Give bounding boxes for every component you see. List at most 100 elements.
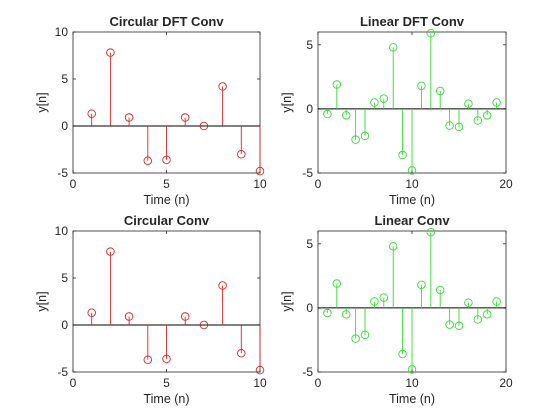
x-tick-label: 20 (499, 376, 513, 390)
stem-marker (106, 247, 115, 256)
stem-marker (255, 365, 265, 375)
stem-marker (445, 320, 454, 329)
y-tick-label: -5 (302, 166, 313, 180)
y-tick-label: 5 (61, 271, 68, 285)
stem-marker (332, 279, 342, 288)
x-tick-label: 0 (315, 177, 322, 191)
stem-marker (255, 166, 265, 176)
stem-marker (473, 315, 483, 324)
y-tick-label: 5 (306, 38, 313, 52)
stem-marker (445, 121, 454, 130)
stem-marker (454, 321, 464, 331)
x-tick-label: 10 (253, 177, 267, 191)
x-tick-label: 20 (499, 177, 513, 191)
x-axis-label: Time (n) (143, 392, 189, 406)
y-axis-label: y[n] (280, 92, 294, 112)
subplot-title: Linear Conv (374, 213, 450, 228)
stem-marker (341, 310, 351, 319)
y-tick-label: -5 (57, 166, 68, 180)
stem-marker (464, 99, 473, 109)
stem-marker (162, 354, 171, 364)
x-tick-label: 10 (253, 376, 267, 390)
stem-marker (435, 86, 445, 96)
y-tick-label: 0 (306, 301, 313, 315)
stem-marker (351, 135, 360, 144)
stem-marker (162, 155, 171, 165)
stem-marker (199, 121, 209, 131)
stem-marker (464, 298, 473, 308)
stem-marker (370, 98, 379, 107)
stem-marker (199, 320, 209, 330)
subplot-title: Circular DFT Conv (109, 14, 224, 29)
stem-marker (388, 242, 398, 251)
x-tick-label: 0 (315, 376, 322, 390)
stem-marker (492, 98, 501, 107)
stem-marker (417, 81, 426, 91)
stem-marker (482, 111, 492, 120)
stem-marker (417, 280, 426, 290)
x-axis-label: Time (n) (389, 392, 435, 406)
stem-marker (237, 348, 246, 358)
stem-marker (492, 297, 501, 306)
stem-marker (124, 113, 134, 122)
stem-marker (87, 308, 96, 318)
stem-marker (87, 109, 96, 119)
stem-marker (398, 150, 407, 160)
stem-marker (106, 48, 115, 57)
x-tick-label: 5 (163, 376, 170, 390)
stem-marker (180, 113, 190, 122)
subplot-title: Circular Conv (124, 213, 210, 228)
stem-marker (473, 116, 483, 125)
y-tick-label: 10 (55, 224, 69, 238)
y-tick-label: 5 (306, 237, 313, 251)
stem-marker (426, 29, 436, 38)
stem-marker (388, 43, 398, 52)
stem-marker (426, 228, 436, 237)
stem-marker (360, 330, 370, 340)
stem-marker (398, 349, 407, 359)
x-tick-label: 0 (70, 376, 77, 390)
x-tick-label: 10 (405, 376, 419, 390)
stem-marker (218, 281, 227, 290)
stem-marker (407, 365, 417, 374)
stem-marker (143, 355, 153, 365)
stem-marker (124, 312, 134, 321)
stem-marker (332, 80, 342, 89)
y-tick-label: -5 (57, 365, 68, 379)
stem-marker (323, 109, 332, 119)
y-tick-label: 0 (306, 102, 313, 116)
y-axis-label: y[n] (35, 291, 49, 311)
stem-marker (323, 308, 332, 318)
x-axis-label: Time (n) (143, 193, 189, 207)
stem-marker (454, 122, 464, 132)
stem-marker (351, 334, 360, 343)
y-axis-label: y[n] (280, 291, 294, 311)
y-tick-label: 0 (61, 318, 68, 332)
stem-marker (379, 94, 389, 103)
x-tick-label: 0 (70, 177, 77, 191)
y-tick-label: -5 (302, 365, 313, 379)
subplot-title: Linear DFT Conv (360, 14, 465, 29)
stem-marker (341, 111, 351, 120)
y-axis-label: y[n] (35, 92, 49, 112)
x-tick-label: 5 (163, 177, 170, 191)
x-tick-label: 10 (405, 177, 419, 191)
y-tick-label: 5 (61, 72, 68, 86)
stem-marker (360, 131, 370, 141)
x-axis-label: Time (n) (389, 193, 435, 207)
stem-marker (218, 82, 227, 91)
stem-marker (237, 149, 246, 159)
stem-marker (379, 293, 389, 302)
stem-marker (370, 297, 379, 306)
y-tick-label: 10 (55, 25, 69, 39)
stem-marker (435, 285, 445, 295)
stem-marker (407, 166, 417, 175)
y-tick-label: 0 (61, 119, 68, 133)
stem-marker (180, 312, 190, 321)
